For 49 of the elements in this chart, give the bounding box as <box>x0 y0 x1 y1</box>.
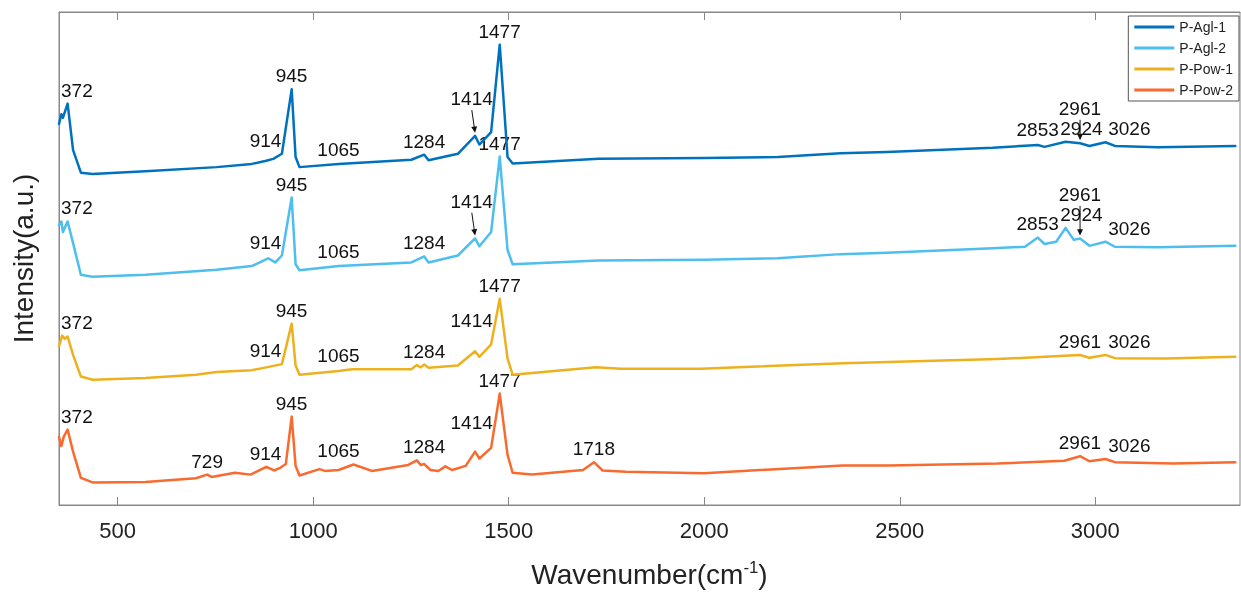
annotation: 945 <box>275 392 308 414</box>
annotation: 914 <box>249 129 282 151</box>
annotation: 3026 <box>1108 330 1151 352</box>
x-tick-label: 1500 <box>484 517 534 543</box>
annotation: 1414 <box>450 190 494 212</box>
annotation: 1477 <box>478 274 521 296</box>
annotation: 945 <box>275 299 308 321</box>
annotation: 2853 <box>1016 213 1059 235</box>
annotation: 1065 <box>317 345 360 367</box>
annotation: 3026 <box>1108 118 1151 140</box>
x-tick-label: 1000 <box>288 517 338 543</box>
legend-label: P-Agl-1 <box>1179 19 1227 35</box>
annotation: 1284 <box>402 232 446 254</box>
annotation: 1414 <box>450 411 494 433</box>
annotation: 1284 <box>402 436 446 458</box>
annotation: 945 <box>275 173 308 195</box>
annotation: 2961 <box>1058 330 1102 352</box>
annotation: 2961 <box>1058 97 1102 119</box>
legend-label: P-Pow-1 <box>1179 61 1234 77</box>
x-tick-label: 500 <box>99 517 137 543</box>
annotation: 2961 <box>1058 432 1102 454</box>
x-tick-label: 3000 <box>1070 517 1120 543</box>
annotation: 372 <box>61 405 93 427</box>
y-axis-title: Intensity(a.u.) <box>7 173 39 344</box>
annotation: 2853 <box>1016 119 1059 141</box>
annotation: 1718 <box>572 438 615 460</box>
annotation: 3026 <box>1108 217 1151 239</box>
x-tick-label: 2500 <box>875 517 925 543</box>
annotation: 914 <box>249 442 282 464</box>
legend-label: P-Agl-2 <box>1179 40 1227 56</box>
annotation: 914 <box>249 231 282 253</box>
annotation: 1414 <box>450 309 494 331</box>
annotation: 1284 <box>402 130 446 152</box>
annotation: 914 <box>249 340 282 362</box>
annotation: 372 <box>61 79 93 101</box>
annotation: 2961 <box>1058 183 1102 205</box>
x-tick-label: 2000 <box>679 517 729 543</box>
annotation: 1065 <box>317 138 360 160</box>
annotation: 1284 <box>402 340 446 362</box>
annotation: 1414 <box>450 88 494 110</box>
annotation: 3026 <box>1108 434 1151 456</box>
annotation: 1477 <box>478 20 521 42</box>
annotation: 729 <box>191 450 223 472</box>
legend-label: P-Pow-2 <box>1179 82 1234 98</box>
annotation: 1065 <box>317 241 360 263</box>
annotation: 372 <box>61 311 93 333</box>
annotation: 372 <box>61 197 93 219</box>
annotation: 945 <box>275 65 308 87</box>
annotation: 1065 <box>317 440 360 462</box>
